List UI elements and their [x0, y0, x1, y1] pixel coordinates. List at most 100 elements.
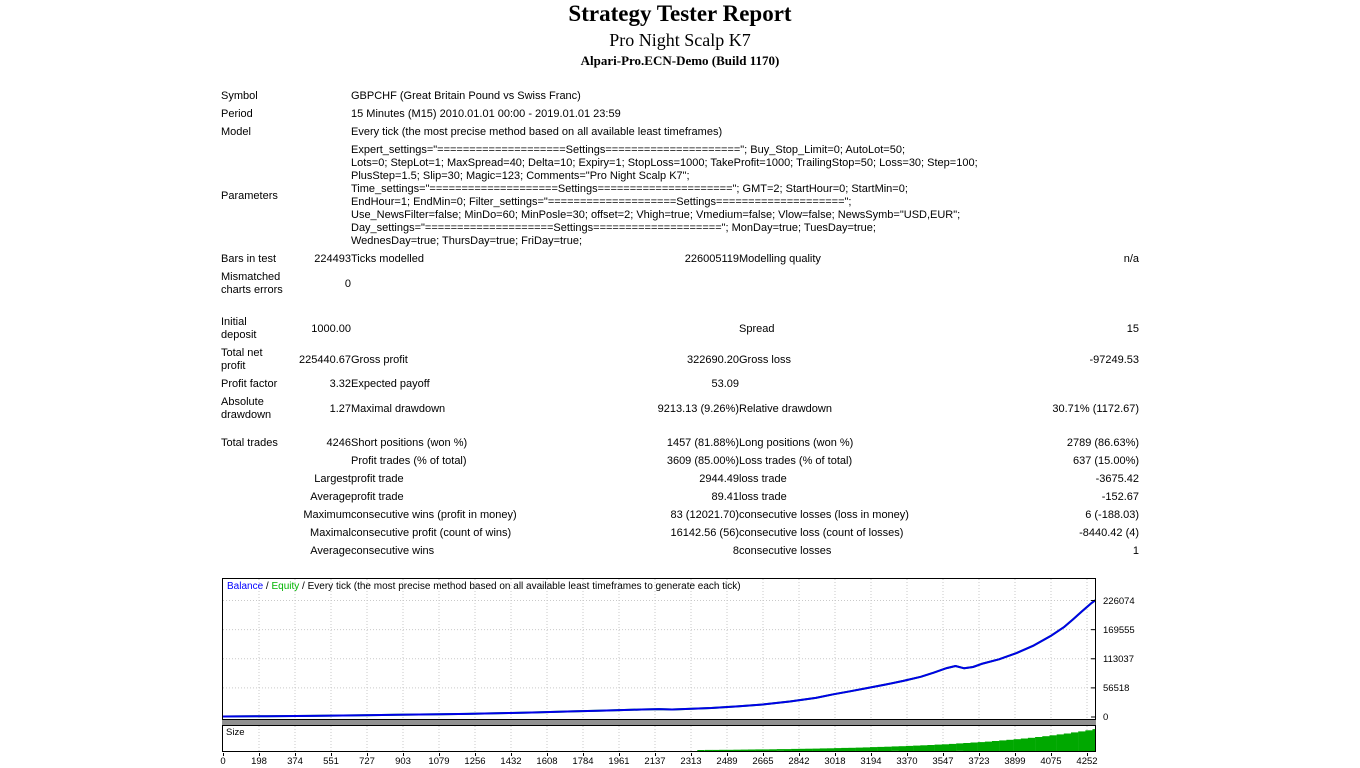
table-row: Parameters Expert_settings="=============… [221, 142, 1139, 251]
y-axis-labels: 226074 169555 113037 56518 0 [1101, 579, 1151, 722]
x-axis-tick-label: 1079 [428, 756, 450, 767]
row-label-1 [221, 507, 285, 525]
x-axis-tick-label: 727 [359, 756, 375, 767]
row-value-3: 6 (-188.03) [1085, 509, 1140, 521]
balance-plot-area: Balance / Equity / Every tick (the most … [222, 578, 1096, 720]
table-row: Largest profit trade 2944.49 loss trade -367… [221, 471, 1139, 489]
row-value-3: 2789 (86.63%) [1066, 437, 1140, 449]
row-label-1 [221, 489, 285, 507]
x-axis-tick-label: 4075 [1040, 756, 1062, 767]
spacer-row [221, 425, 1139, 435]
row-value-3: -97249.53 [1089, 353, 1140, 366]
legend-separator: / [263, 581, 272, 592]
row-label-2 [351, 269, 552, 300]
x-axis-tick-mark [583, 753, 584, 756]
row-value-2: 226005119 [684, 253, 739, 265]
row-value-2: 16142.56 (56) [670, 527, 740, 539]
x-axis-tick-label: 3018 [824, 756, 846, 767]
x-axis-labels: 0 198 374 551 727 903 1079 1256 1432 1608 1784 1961… [220, 753, 1098, 768]
x-axis-tick-label: 2489 [716, 756, 738, 767]
row-label-1 [221, 453, 285, 471]
info-value: Every tick (the most precise method base… [351, 126, 723, 138]
row-value-3: 30.71% (1172.67) [1052, 402, 1140, 415]
row-value-3: -152.67 [1101, 491, 1140, 503]
x-axis-tick-label: 1784 [572, 756, 594, 767]
row-label-1: Total net profit [221, 347, 263, 372]
y-axis-tick-label: 56518 [1103, 682, 1130, 694]
row-label-2: consecutive wins (profit in money) [351, 509, 517, 521]
row-value-3 [946, 376, 1139, 394]
table-row: Mismatched charts errors 0 [221, 269, 1139, 300]
row-label-2: Profit trades (% of total) [351, 455, 467, 467]
row-label-2: profit trade [351, 473, 404, 485]
table-row: Average profit trade 89.41 loss trade -152.6… [221, 489, 1139, 507]
row-value-2: 3609 (85.00%) [666, 455, 739, 467]
row-value-1 [285, 453, 351, 471]
legend-balance: Balance [227, 581, 264, 592]
x-axis-tick-mark [259, 753, 260, 756]
x-axis-tick-mark [547, 753, 548, 756]
table-row: Bars in test 224493 Ticks modelled 22600511… [221, 251, 1139, 269]
row-label-1: Initial deposit [221, 316, 257, 341]
x-axis-tick-label: 374 [287, 756, 303, 767]
x-axis-tick-mark [799, 753, 800, 756]
row-label-2: consecutive profit (count of wins) [351, 527, 512, 539]
empty-cell [285, 142, 351, 251]
x-axis-tick-mark [943, 753, 944, 756]
row-value-1: 1000.00 [311, 322, 351, 335]
parameters-text: Expert_settings="====================Set… [351, 144, 978, 247]
row-value-2: 53.09 [711, 378, 739, 390]
x-axis-tick-mark [223, 753, 224, 756]
x-axis-tick-label: 903 [395, 756, 411, 767]
x-axis-tick-mark [835, 753, 836, 756]
row-label-1: Mismatched charts errors [221, 271, 283, 296]
x-axis-tick-mark [367, 753, 368, 756]
row-label-2: Ticks modelled [351, 253, 424, 265]
row-label-3: consecutive losses [739, 545, 832, 557]
row-label-3: consecutive loss (count of losses) [739, 527, 904, 539]
row-label-3: loss trade [739, 473, 787, 485]
row-value-1: 225440.67 [299, 353, 351, 366]
table-row: Maximum consecutive wins (profit in money… [221, 507, 1139, 525]
x-axis-tick-mark [1087, 753, 1088, 756]
table-row: Symbol GBPCHF (Great Britain Pound vs Swi… [221, 88, 1139, 106]
x-axis-tick-mark [331, 753, 332, 756]
x-axis-tick-mark [511, 753, 512, 756]
x-axis-tick-mark [439, 753, 440, 756]
row-label-3: loss trade [739, 491, 787, 503]
row-label-3 [739, 376, 946, 394]
row-label-2: Expected payoff [351, 378, 430, 390]
legend-equity: Equity [271, 581, 300, 592]
server-build: Alpari-Pro.ECN-Demo (Build 1170) [580, 53, 780, 68]
row-label-2: Short positions (won %) [351, 437, 468, 449]
x-axis-tick-label: 4252 [1076, 756, 1098, 767]
row-value-3 [946, 269, 1139, 300]
row-value-2: 1457 (81.88%) [666, 437, 739, 449]
x-axis-tick-label: 1608 [536, 756, 558, 767]
x-axis-tick-mark [295, 753, 296, 756]
row-label-2: Gross profit [351, 353, 408, 366]
x-axis-tick-mark [979, 753, 980, 756]
row-label-2 [351, 314, 552, 345]
row-value-3: -8440.42 (4) [1079, 527, 1140, 539]
x-axis-tick-mark [763, 753, 764, 756]
y-axis-tick-label: 226074 [1103, 595, 1135, 607]
row-value-3: -3675.42 [1095, 473, 1140, 485]
table-row: Maximal consecutive profit (count of wins… [221, 525, 1139, 543]
table-row: Profit factor 3.32 Expected payoff 53.09 [221, 376, 1139, 394]
y-axis-tick-label: 113037 [1103, 653, 1134, 665]
table-row: Total trades 4246 Short positions (won %) 1… [221, 435, 1139, 453]
row-value-2 [552, 314, 739, 345]
row-value-1: Maximum [303, 509, 351, 521]
empty-cell [285, 124, 351, 142]
x-axis-tick-label: 3899 [1004, 756, 1026, 767]
x-axis-tick-label: 3194 [860, 756, 882, 767]
row-value-2: 2944.49 [699, 473, 739, 485]
row-value-1: 0 [344, 277, 351, 290]
row-label-1: Absolute drawdown [221, 396, 272, 421]
row-value-1: 1.27 [329, 402, 351, 415]
report-header: Strategy Tester Report Pro Night Scalp K… [0, 0, 1360, 68]
row-label-1: Symbol [221, 90, 258, 102]
row-value-1: 4246 [326, 437, 351, 449]
row-label-1 [221, 471, 285, 489]
